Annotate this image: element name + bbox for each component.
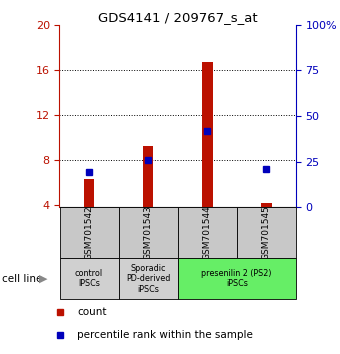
- Bar: [119, 258, 177, 299]
- Title: GDS4141 / 209767_s_at: GDS4141 / 209767_s_at: [98, 11, 257, 24]
- Bar: [261, 203, 272, 207]
- Bar: [237, 207, 296, 258]
- Bar: [177, 258, 296, 299]
- Text: percentile rank within the sample: percentile rank within the sample: [77, 330, 253, 341]
- Text: Sporadic
PD-derived
iPSCs: Sporadic PD-derived iPSCs: [126, 264, 170, 294]
- Bar: [59, 258, 119, 299]
- Bar: [202, 62, 212, 207]
- Bar: [84, 179, 95, 207]
- Text: cell line: cell line: [2, 274, 42, 284]
- Text: GSM701542: GSM701542: [85, 205, 94, 260]
- Text: ▶: ▶: [39, 274, 48, 284]
- Text: control
IPSCs: control IPSCs: [75, 269, 103, 289]
- Text: GSM701545: GSM701545: [262, 205, 271, 260]
- Bar: [143, 146, 153, 207]
- Text: count: count: [77, 307, 106, 318]
- Bar: [59, 207, 119, 258]
- Text: presenilin 2 (PS2)
iPSCs: presenilin 2 (PS2) iPSCs: [202, 269, 272, 289]
- Bar: [177, 207, 237, 258]
- Bar: [119, 207, 177, 258]
- Text: GSM701544: GSM701544: [203, 205, 212, 260]
- Text: GSM701543: GSM701543: [143, 205, 153, 260]
